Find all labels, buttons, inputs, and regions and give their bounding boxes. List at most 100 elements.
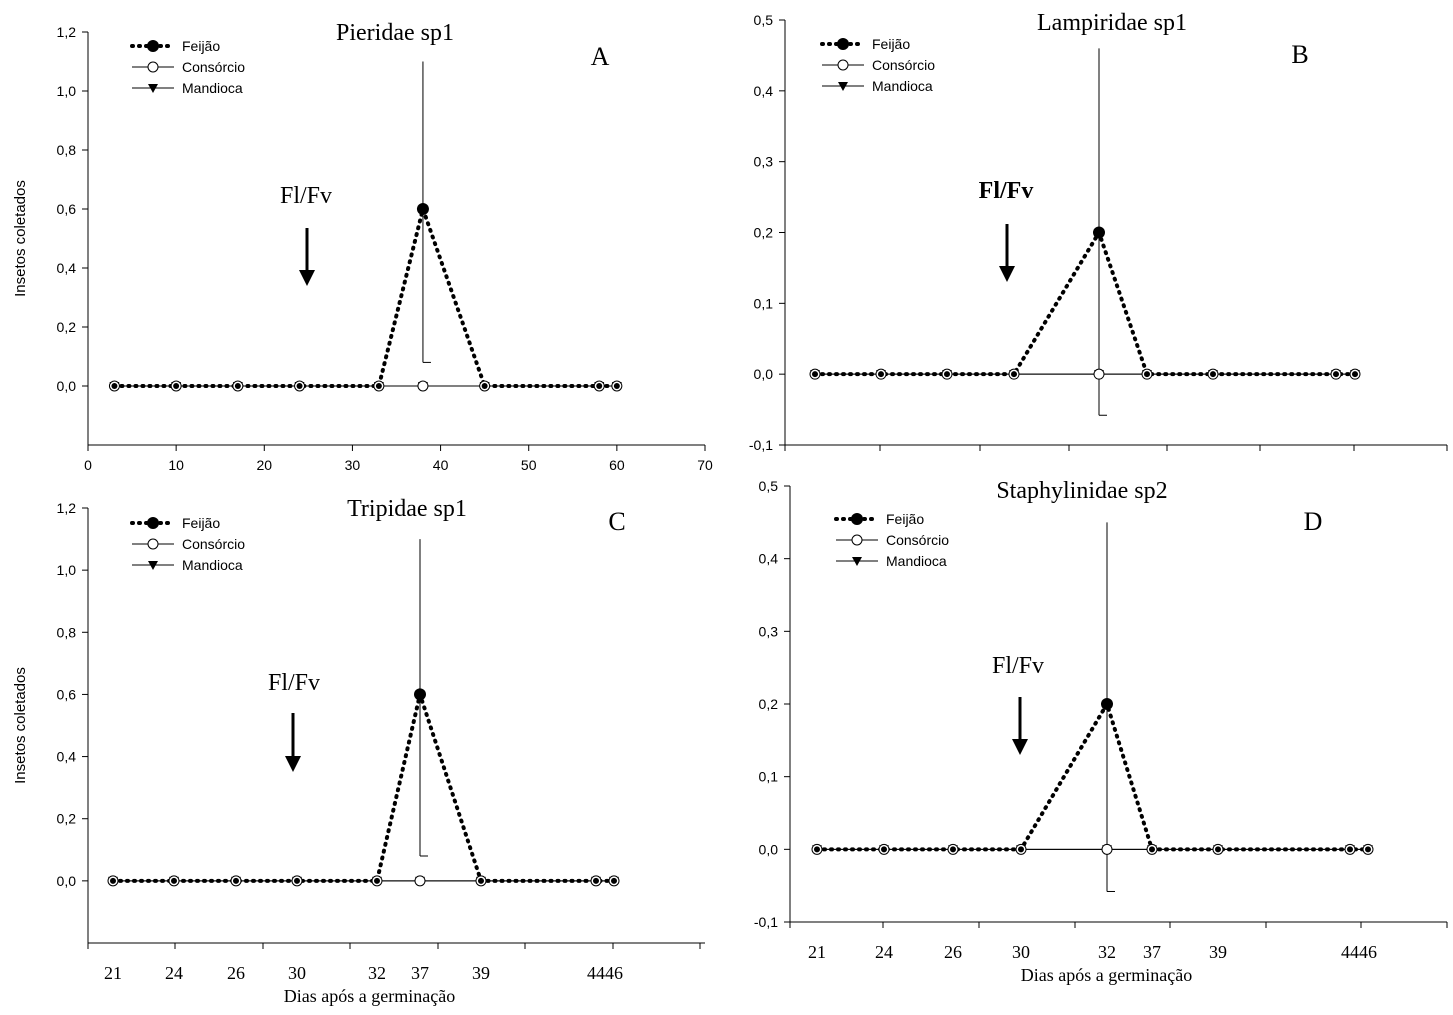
legend-label: Consórcio (886, 532, 949, 548)
y-tick-label: 0,2 (759, 696, 779, 712)
legend-label: Feijão (886, 511, 924, 527)
legend-label: Mandioca (872, 78, 933, 94)
legend: Feijão Consórcio Mandioca (130, 515, 245, 573)
data-point-feijao (233, 877, 239, 884)
data-point-feijao (596, 383, 603, 389)
chart-title: Lampiridae sp1 (1037, 10, 1187, 36)
legend-marker (838, 82, 848, 91)
y-tick-label: 0,4 (759, 551, 779, 567)
data-point-feijao (593, 877, 599, 884)
x-tick-label: 21 (104, 963, 122, 983)
x-axis-label: Dias após a germinação (284, 986, 455, 1006)
x-tick-label: 46 (1359, 942, 1377, 962)
legend: Feijão Consórcio Mandioca (834, 511, 949, 569)
arrow-down-icon (285, 756, 301, 772)
y-tick-label: 0,8 (57, 624, 77, 640)
legend-marker (147, 538, 159, 550)
series-line-feijão (813, 227, 1357, 377)
y-tick-label: 0,5 (754, 12, 774, 28)
data-point-consorcio (414, 875, 426, 887)
y-tick-label: -0,1 (749, 437, 773, 453)
legend-marker (851, 513, 863, 525)
y-tick-label: 0,3 (759, 623, 779, 639)
y-tick-label: 0,6 (57, 686, 77, 702)
data-point-consorcio (1101, 843, 1113, 855)
panel-b: -0,1 0,0 0,1 0,2 0,3 0,4 0,5 Lampiridae sp1 B Fei… (749, 10, 1448, 453)
x-tick-label: 50 (521, 457, 537, 473)
annotation-label: Fl/Fv (280, 183, 332, 209)
panel-c: 0,0 0,2 0,4 0,6 0,8 1,0 1,2 21 24 26 30 32 37 39 44 46 I… (12, 496, 705, 1006)
y-tick-label: 0,3 (754, 154, 774, 170)
legend-marker (147, 61, 159, 73)
data-point-feijao (611, 877, 617, 884)
legend: Feijão Consórcio Mandioca (130, 38, 245, 96)
x-tick-label: 44 (587, 963, 605, 983)
legend-marker (852, 557, 862, 566)
data-point-feijao (234, 383, 241, 389)
data-point-feijao (1149, 846, 1155, 853)
series-line-feijão (111, 686, 616, 883)
legend-label: Consórcio (872, 57, 935, 73)
y-tick-label: 0,0 (57, 873, 77, 889)
legend-label: Consórcio (182, 536, 245, 552)
legend-marker (147, 40, 159, 52)
data-point-feijao (111, 383, 118, 389)
data-point-feijao (374, 877, 380, 884)
arrow-down-icon (1012, 739, 1028, 755)
data-point-feijao (878, 371, 884, 378)
panel-a: 0,0 0,2 0,4 0,6 0,8 1,0 1,2 0 10 20 30 40 50 60 70 Inse… (12, 20, 713, 473)
chart-title: Staphylinidae sp2 (996, 478, 1167, 504)
arrow-down-icon (299, 270, 315, 286)
x-tick-label: 39 (472, 963, 490, 983)
data-point-feijao (478, 877, 484, 884)
x-tick-label: 40 (433, 457, 449, 473)
data-point-feijao (613, 383, 620, 389)
x-tick-label: 26 (944, 942, 962, 962)
legend-label: Feijão (182, 515, 220, 531)
data-point-feijao (944, 371, 950, 378)
data-point-feijao (294, 877, 300, 884)
legend-marker (837, 38, 849, 50)
y-tick-label: 0,5 (759, 478, 779, 494)
panel-letter: B (1291, 40, 1308, 69)
data-point-feijao (1144, 371, 1150, 378)
data-point-feijao (1210, 371, 1216, 378)
data-point-feijao (296, 383, 303, 389)
annotation-label: Fl/Fv (268, 670, 320, 696)
y-tick-label: -0,1 (754, 914, 778, 930)
series-line-feijão (112, 202, 619, 388)
data-point-feijao (812, 371, 818, 378)
data-point-feijao (881, 846, 887, 853)
y-tick-label: 1,2 (57, 24, 77, 40)
data-point-feijao (1365, 846, 1371, 853)
panel-letter: C (608, 507, 625, 536)
x-tick-label: 21 (808, 942, 826, 962)
x-tick-label: 46 (605, 963, 623, 983)
y-tick-label: 1,0 (57, 83, 77, 99)
y-tick-label: 0,2 (57, 319, 77, 335)
legend-marker (148, 561, 158, 570)
series-line-feijão (815, 699, 1370, 852)
annotation-label: Fl/Fv (992, 653, 1044, 679)
x-tick-label: 37 (411, 963, 429, 983)
data-point-feijao (1011, 371, 1017, 378)
x-tick-label: 24 (875, 942, 893, 962)
data-point-feijao (481, 383, 488, 389)
chart-title: Pieridae sp1 (336, 20, 454, 46)
y-axis-label: Insetos coletados (12, 180, 29, 297)
legend-marker (851, 534, 863, 546)
y-tick-label: 0,2 (754, 225, 774, 241)
legend-marker (147, 517, 159, 529)
data-point-feijao (1101, 698, 1113, 710)
y-tick-label: 0,4 (754, 83, 774, 99)
legend-label: Mandioca (182, 80, 243, 96)
x-tick-label: 32 (1098, 942, 1116, 962)
legend-label: Consórcio (182, 59, 245, 75)
data-point-consorcio (417, 380, 429, 392)
legend-label: Mandioca (182, 557, 243, 573)
data-point-feijao (173, 383, 180, 389)
x-tick-label: 30 (345, 457, 361, 473)
data-point-feijao (1215, 846, 1221, 853)
y-tick-label: 0,0 (759, 841, 779, 857)
